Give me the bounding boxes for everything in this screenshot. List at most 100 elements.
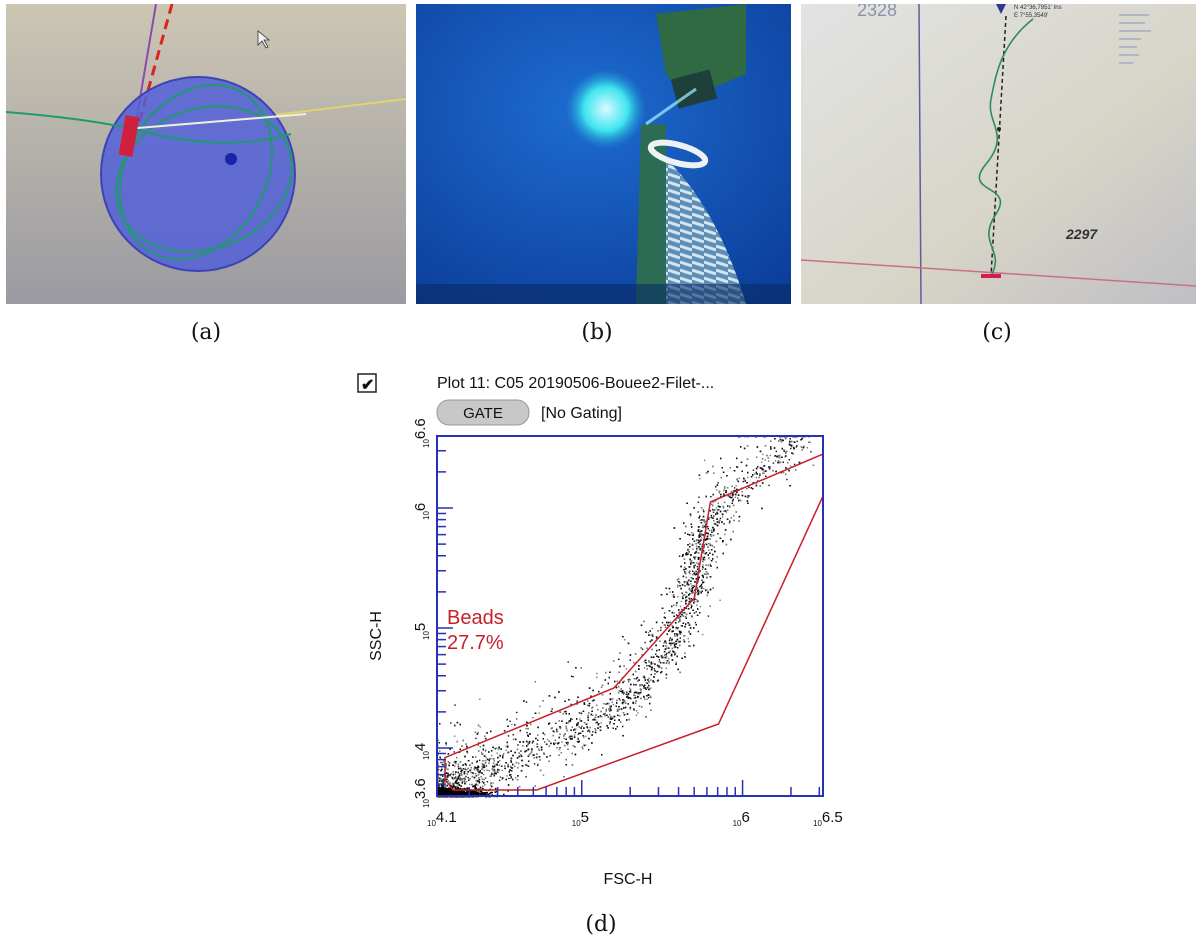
scatter-point <box>442 775 444 777</box>
scatter-point <box>699 586 701 588</box>
scatter-point <box>677 668 679 671</box>
scatter-point <box>569 735 571 738</box>
scatter-point <box>459 761 462 763</box>
scatter-point <box>638 665 640 667</box>
scatter-point <box>746 445 749 447</box>
scatter-point <box>601 754 603 756</box>
scatter-point <box>699 590 701 593</box>
scatter-point <box>561 720 563 722</box>
scatter-point <box>543 733 546 736</box>
pipe-clamp <box>647 139 709 169</box>
scatter-point <box>783 449 785 451</box>
scatter-point <box>693 556 695 558</box>
scatter-point <box>485 765 488 767</box>
scatter-point <box>689 573 691 575</box>
scatter-point <box>703 544 705 546</box>
scatter-point <box>733 519 735 522</box>
scatter-point <box>622 735 624 737</box>
scatter-point <box>741 494 744 497</box>
scatter-point <box>446 775 449 777</box>
scatter-point <box>630 683 632 686</box>
scatter-point <box>621 692 624 694</box>
scatter-point <box>456 779 458 781</box>
scatter-point <box>609 721 611 723</box>
scatter-point <box>691 577 693 579</box>
scatter-point <box>759 450 762 453</box>
scatter-point <box>520 754 522 756</box>
scatter-point <box>791 452 793 454</box>
scatter-point <box>643 675 645 677</box>
scatter-point <box>650 696 652 699</box>
gate-button[interactable] <box>436 399 530 426</box>
scatter-point <box>628 678 631 680</box>
scatter-point <box>774 455 776 457</box>
scatter-point <box>703 459 706 462</box>
scatter-point <box>704 573 706 575</box>
scatter-point <box>707 615 710 617</box>
scatter-point <box>723 493 725 495</box>
scatter-point <box>587 730 589 732</box>
chart-paper <box>801 4 1196 304</box>
scatter-point <box>684 585 686 587</box>
scatter-point <box>660 626 662 629</box>
scatter-point <box>443 780 445 782</box>
scatter-point <box>632 702 634 704</box>
scatter-point <box>699 570 701 572</box>
scatter-point <box>441 780 443 782</box>
scatter-point <box>673 642 675 644</box>
scatter-point <box>655 644 657 647</box>
scatter-point <box>445 768 447 770</box>
start-marker <box>996 4 1006 14</box>
scatter-point <box>565 727 568 730</box>
scatter-point <box>496 770 499 773</box>
scatter-point <box>577 696 579 698</box>
scatter-point <box>492 762 495 764</box>
scatter-point <box>464 777 466 780</box>
scatter-point <box>622 690 624 692</box>
scatter-point <box>671 659 674 661</box>
scatter-point <box>447 753 449 755</box>
scatter-point <box>637 712 639 714</box>
scatter-point <box>469 778 471 780</box>
scatter-point <box>702 564 704 566</box>
scatter-point <box>454 704 456 706</box>
scatter-point <box>592 731 594 733</box>
scatter-point <box>684 656 686 658</box>
scatter-point <box>508 777 510 780</box>
scatter-point <box>622 725 624 728</box>
scatter-point <box>440 774 442 777</box>
scatter-point <box>675 663 677 665</box>
scatter-point <box>619 665 621 668</box>
scatter-point <box>789 444 792 447</box>
scatter-point <box>640 689 642 692</box>
scatter-point <box>492 782 494 784</box>
scatter-point <box>683 522 685 524</box>
scatter-point <box>793 447 795 450</box>
scatter-point <box>602 707 604 709</box>
scatter-point <box>731 496 734 498</box>
scatter-point <box>780 440 783 443</box>
scatter-point <box>499 755 501 757</box>
scatter-point <box>665 655 668 657</box>
scatter-point <box>724 529 727 531</box>
scatter-point <box>729 467 731 469</box>
scatter-point <box>578 726 580 728</box>
scatter-point <box>563 733 566 736</box>
scatter-point <box>731 490 733 493</box>
scatter-point <box>482 764 484 766</box>
plot-checkbox[interactable] <box>357 373 377 393</box>
scatter-point <box>784 456 786 458</box>
scatter-point <box>472 772 474 774</box>
scatter-point <box>494 748 496 750</box>
scatter-point <box>582 735 584 737</box>
scatter-point <box>644 659 647 661</box>
float-housing <box>656 4 746 99</box>
scatter-point <box>648 660 650 662</box>
scatter-point <box>772 469 774 472</box>
scatter-point <box>675 604 678 607</box>
scatter-point <box>755 476 758 479</box>
scatter-point <box>696 565 699 568</box>
scatter-point <box>606 714 608 716</box>
scatter-point <box>578 732 580 735</box>
scatter-point <box>704 553 707 555</box>
